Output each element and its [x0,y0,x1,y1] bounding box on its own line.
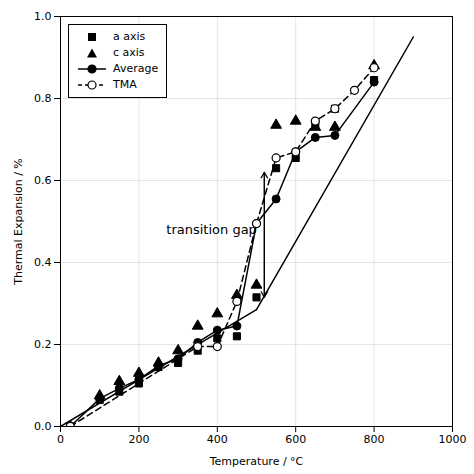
svg-text:200: 200 [128,433,149,446]
svg-text:400: 400 [207,433,228,446]
html-text:c axis: c axis [113,46,145,59]
svg-text:800: 800 [364,433,385,446]
html-text:Average: Average [113,62,159,75]
svg-text:0.8: 0.8 [34,92,52,105]
svg-text:0.2: 0.2 [34,338,52,351]
svg-text:0.0: 0.0 [34,420,52,433]
svg-text:0.4: 0.4 [34,256,52,269]
svg-text:0: 0 [57,433,64,446]
html-text:a axis: a axis [113,30,146,43]
svg-text:transition gap: transition gap [166,222,257,237]
svg-text:Thermal Expansion / %: Thermal Expansion / % [12,158,25,286]
svg-text:1.0: 1.0 [34,10,52,23]
svg-text:600: 600 [285,433,306,446]
svg-text:Temperature / °C: Temperature / °C [209,455,304,468]
svg-text:0.6: 0.6 [34,174,52,187]
html-text:TMA: TMA [113,78,137,91]
svg-text:1000: 1000 [439,433,467,446]
